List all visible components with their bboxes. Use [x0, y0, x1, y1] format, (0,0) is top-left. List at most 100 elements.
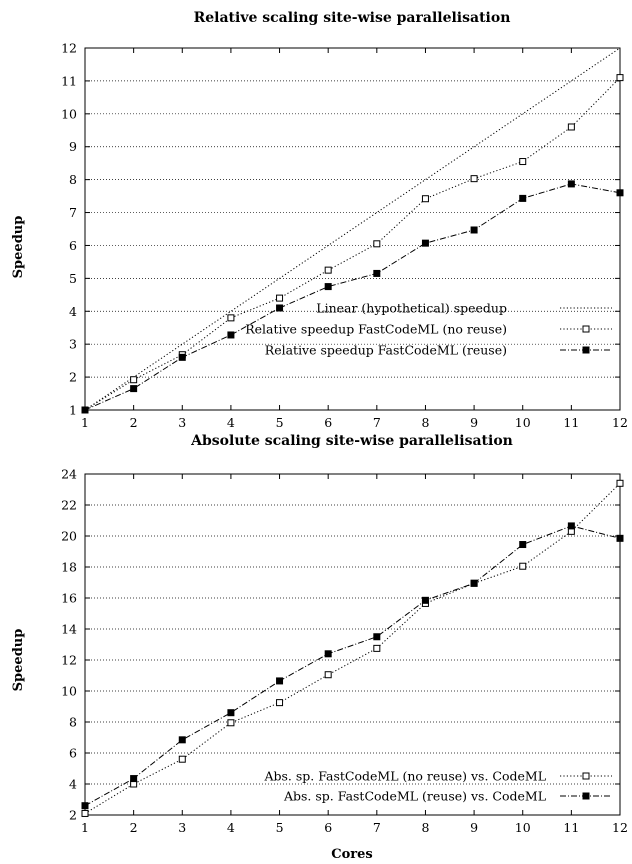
absolute-y-tick-label: 22 [61, 498, 77, 513]
relative-legend-label: Linear (hypothetical) speedup [316, 301, 507, 316]
absolute-series-1-point [276, 699, 284, 707]
absolute-series-1-point [519, 562, 527, 570]
relative-x-tick-label: 8 [421, 415, 429, 430]
absolute-legend-label: Abs. sp. FastCodeML (reuse) vs. CodeML [283, 789, 546, 804]
relative-y-tick-label: 6 [69, 238, 77, 253]
absolute-series-1-point [616, 479, 624, 487]
relative-series-3-point [130, 385, 138, 393]
relative-y-tick-label: 7 [69, 205, 77, 220]
absolute-legend-marker [582, 772, 590, 780]
relative-legend-marker [582, 346, 590, 354]
relative-x-tick-label: 10 [515, 415, 531, 430]
relative-series-3-point [421, 239, 429, 247]
relative-series-2-point [567, 123, 575, 131]
absolute-plot-frame [84, 473, 621, 816]
relative-series-3-line [84, 183, 621, 411]
absolute-series-2-point [373, 633, 381, 641]
relative-series-2-line [84, 77, 621, 411]
relative-series-2-point [276, 294, 284, 302]
absolute-series-1-point [324, 671, 332, 679]
absolute-chart-ylabel: Speedup [11, 629, 26, 692]
absolute-series-2-point [178, 736, 186, 744]
relative-series-3-point [470, 226, 478, 234]
relative-y-tick-label: 12 [61, 41, 77, 56]
absolute-y-tick-label: 18 [61, 560, 77, 575]
absolute-x-tick-label: 9 [470, 820, 478, 835]
absolute-legend-marker [582, 792, 590, 800]
absolute-y-tick-label: 2 [69, 808, 77, 823]
relative-series-2-point [227, 314, 235, 322]
absolute-y-tick-label: 4 [69, 777, 77, 792]
absolute-x-tick-label: 6 [324, 820, 332, 835]
relative-y-tick-label: 4 [69, 304, 77, 319]
relative-series-3-point [519, 194, 527, 202]
relative-y-tick-label: 3 [69, 337, 77, 352]
absolute-series-2-point [81, 802, 89, 810]
relative-y-tick-label: 5 [69, 271, 77, 286]
relative-legend-label: Relative speedup FastCodeML (reuse) [265, 343, 507, 358]
relative-plot-frame [84, 47, 621, 411]
relative-series-2-point [324, 266, 332, 274]
absolute-series-2-point [276, 677, 284, 685]
absolute-y-tick-label: 16 [61, 591, 77, 606]
absolute-series-1-point [178, 755, 186, 763]
absolute-series-2-point [567, 522, 575, 530]
absolute-scaling-chart: Absolute scaling site-wise parallelisati… [11, 433, 628, 862]
relative-x-tick-label: 9 [470, 415, 478, 430]
absolute-x-tick-label: 1 [81, 820, 89, 835]
absolute-chart-title: Absolute scaling site-wise parallelisati… [190, 433, 513, 449]
relative-series-3-point [276, 304, 284, 312]
relative-x-tick-label: 3 [178, 415, 186, 430]
relative-legend-label: Relative speedup FastCodeML (no reuse) [245, 322, 507, 337]
relative-x-tick-label: 11 [563, 415, 579, 430]
absolute-y-tick-label: 14 [61, 622, 77, 637]
absolute-series-2-point [130, 775, 138, 783]
relative-series-3-point [373, 269, 381, 277]
absolute-series-2-point [470, 579, 478, 587]
absolute-chart-xlabel: Cores [331, 847, 372, 862]
relative-y-tick-label: 1 [69, 403, 77, 418]
absolute-x-tick-label: 12 [612, 820, 628, 835]
relative-x-tick-label: 12 [612, 415, 628, 430]
absolute-series-2-point [421, 596, 429, 604]
relative-legend-marker [582, 325, 590, 333]
relative-series-3-point [178, 353, 186, 361]
absolute-series-2-point [616, 534, 624, 542]
absolute-y-tick-label: 6 [69, 746, 77, 761]
relative-chart-title: Relative scaling site-wise parallelisati… [194, 10, 511, 26]
absolute-series-2-point [324, 650, 332, 658]
relative-series-2-point [373, 240, 381, 248]
absolute-x-tick-label: 2 [130, 820, 138, 835]
relative-y-tick-label: 9 [69, 139, 77, 154]
relative-series-3-point [227, 331, 235, 339]
absolute-series-1-point [373, 644, 381, 652]
relative-x-tick-label: 7 [373, 415, 381, 430]
absolute-series-2-point [227, 709, 235, 717]
relative-series-2-point [130, 376, 138, 384]
relative-series-2-point [470, 175, 478, 183]
absolute-x-tick-label: 4 [227, 820, 235, 835]
relative-series-2-point [519, 158, 527, 166]
relative-series-3-point [324, 283, 332, 291]
relative-y-tick-label: 11 [61, 73, 77, 88]
absolute-x-tick-label: 7 [373, 820, 381, 835]
absolute-x-tick-label: 11 [563, 820, 579, 835]
relative-x-tick-label: 5 [276, 415, 284, 430]
relative-x-tick-label: 2 [130, 415, 138, 430]
absolute-y-tick-label: 10 [61, 684, 77, 699]
relative-series-2-point [616, 74, 624, 82]
absolute-y-tick-label: 20 [61, 529, 77, 544]
relative-series-2-point [421, 195, 429, 203]
absolute-series-1-point [81, 809, 89, 817]
absolute-series-2-line [84, 525, 621, 807]
absolute-series-1-line [84, 482, 621, 814]
relative-x-tick-label: 6 [324, 415, 332, 430]
absolute-x-tick-label: 3 [178, 820, 186, 835]
relative-chart-ylabel: Speedup [11, 216, 26, 279]
absolute-legend-label: Abs. sp. FastCodeML (no reuse) vs. CodeM… [263, 769, 546, 784]
absolute-series-2-point [519, 541, 527, 549]
absolute-x-tick-label: 8 [421, 820, 429, 835]
absolute-series-1-point [227, 719, 235, 727]
relative-y-tick-label: 2 [69, 370, 77, 385]
